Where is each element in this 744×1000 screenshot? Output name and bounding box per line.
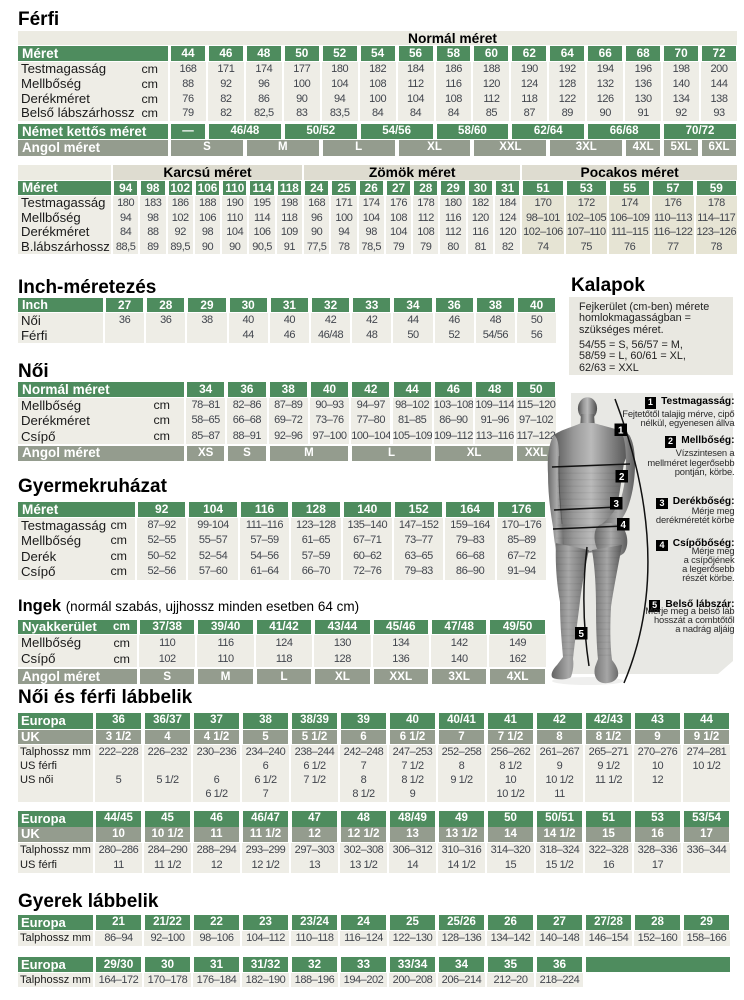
svg-text:3: 3 [613,499,619,510]
svg-text:4: 4 [620,520,626,531]
svg-text:1: 1 [618,425,624,436]
svg-text:2: 2 [619,472,625,483]
svg-text:5: 5 [578,629,584,640]
